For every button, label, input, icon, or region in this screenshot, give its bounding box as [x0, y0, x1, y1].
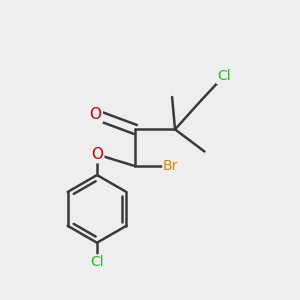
Text: Br: Br	[163, 159, 178, 173]
Text: Cl: Cl	[90, 255, 104, 269]
Text: O: O	[89, 107, 101, 122]
Text: Cl: Cl	[217, 69, 230, 83]
Text: O: O	[91, 147, 103, 162]
